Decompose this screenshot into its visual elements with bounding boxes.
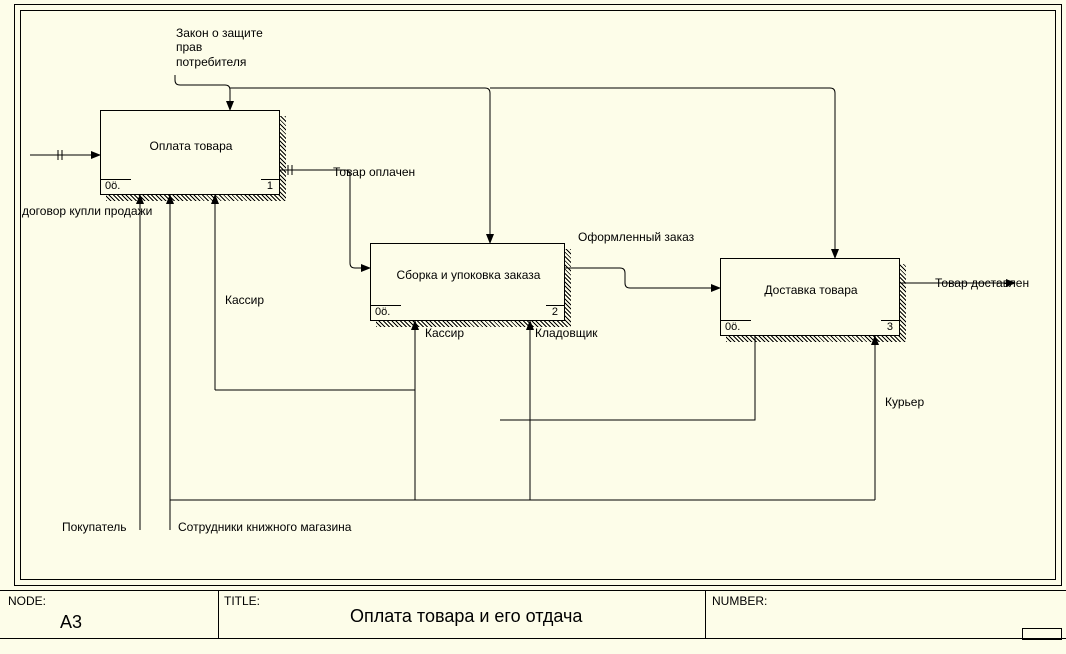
- label-top-control: Закон о защите прав потребителя: [176, 26, 263, 69]
- titleblock-top: [0, 590, 1066, 591]
- title-value: Оплата товара и его отдача: [350, 606, 582, 627]
- node-value: А3: [60, 612, 82, 633]
- block3-title: Доставка товара: [721, 283, 901, 297]
- label-input: договор купли продажи: [22, 204, 152, 218]
- title-label: TITLE:: [224, 594, 260, 608]
- block1-title: Оплата товара: [101, 139, 281, 153]
- label-staff: Сотрудники книжного магазина: [178, 520, 351, 534]
- block3-id: 0ӧ.: [725, 321, 740, 333]
- label-kurier: Курьер: [885, 395, 924, 409]
- connectors: [0, 0, 1066, 654]
- number-label: NUMBER:: [712, 594, 767, 608]
- titleblock-mid: [0, 638, 1066, 639]
- titleblock-div2: [705, 590, 706, 638]
- block2-id: 0ӧ.: [375, 306, 390, 318]
- diagram-canvas: Оплата товара 0ӧ. 1 Сборка и упоковка за…: [0, 0, 1066, 654]
- block2-title: Сборка и упоковка заказа: [371, 268, 566, 282]
- label-buyer: Покупатель: [62, 520, 126, 534]
- label-kladov: Кладовщик: [535, 326, 598, 340]
- label-kassir1: Кассир: [225, 293, 264, 307]
- block3-num: 3: [887, 321, 893, 333]
- label-kassir2: Кассир: [425, 326, 464, 340]
- titleblock-div1: [218, 590, 219, 638]
- block2-num: 2: [552, 306, 558, 318]
- titleblock-smallbox: [1022, 628, 1062, 640]
- block-payment: Оплата товара 0ӧ. 1: [100, 110, 280, 195]
- block1-num: 1: [267, 180, 273, 192]
- block-delivery: Доставка товара 0ӧ. 3: [720, 258, 900, 336]
- label-out-b2: Оформленный заказ: [578, 230, 694, 244]
- block-assembly: Сборка и упоковка заказа 0ӧ. 2: [370, 243, 565, 321]
- label-out-b3: Товар доставлен: [935, 276, 1029, 290]
- block1-id: 0ӧ.: [105, 180, 120, 192]
- label-out-b1: Товар оплачен: [333, 165, 415, 179]
- node-label: NODE:: [8, 594, 46, 608]
